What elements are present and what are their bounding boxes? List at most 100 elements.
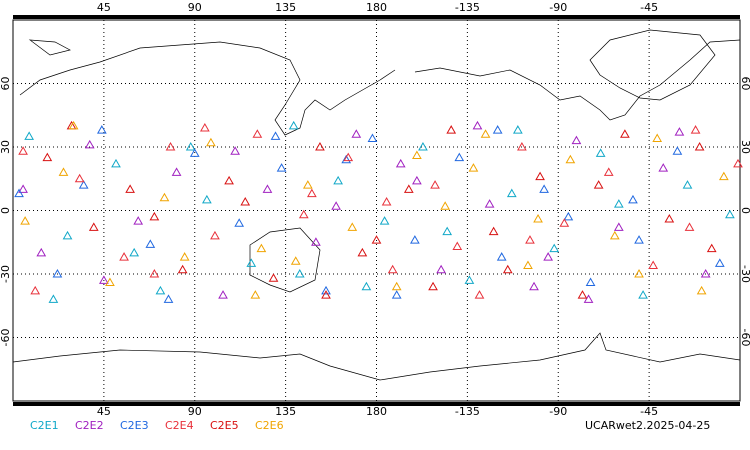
footer: UCARwet2.2025-04-25 <box>585 419 710 432</box>
point <box>674 127 685 136</box>
point <box>529 281 539 291</box>
point <box>628 194 638 204</box>
point <box>418 141 428 151</box>
coastline <box>12 332 741 381</box>
y-tick-label: 60 <box>0 77 12 91</box>
point <box>189 148 200 157</box>
point <box>658 163 669 172</box>
point <box>620 129 630 138</box>
point <box>311 237 321 246</box>
point <box>379 216 390 225</box>
point <box>129 247 140 257</box>
point <box>535 171 545 181</box>
point <box>42 152 53 162</box>
point <box>613 222 624 231</box>
point <box>171 167 182 176</box>
point <box>512 125 523 134</box>
point <box>294 268 305 278</box>
coastline <box>19 41 396 136</box>
point <box>99 275 109 284</box>
y-tick-label: -60 <box>0 329 12 347</box>
legend-entry: C2E4 <box>165 419 194 432</box>
point <box>430 180 440 189</box>
point <box>436 264 446 274</box>
point <box>391 281 402 291</box>
point <box>484 199 495 208</box>
y-tick-label: -60 <box>739 329 750 347</box>
map-frame <box>12 19 741 402</box>
point <box>177 264 188 274</box>
point <box>351 129 362 138</box>
point <box>638 290 648 299</box>
x-tick-label: -90 <box>549 1 567 14</box>
point <box>343 152 354 162</box>
point <box>250 290 261 299</box>
point <box>714 258 725 267</box>
point <box>682 180 693 189</box>
point <box>474 290 485 299</box>
point <box>464 275 475 284</box>
point <box>412 175 422 185</box>
point <box>672 146 683 155</box>
point <box>452 241 463 250</box>
point <box>725 209 735 219</box>
point <box>577 290 588 299</box>
point <box>506 188 517 198</box>
point <box>262 184 273 193</box>
point <box>428 281 438 291</box>
point <box>321 290 331 299</box>
point <box>18 184 28 193</box>
point <box>62 230 73 240</box>
x-tick-label: 135 <box>275 1 296 14</box>
x-tick-label: 90 <box>188 405 202 418</box>
y-tick-label: 0 <box>0 207 12 214</box>
point <box>539 184 549 193</box>
point <box>331 201 341 210</box>
point <box>718 171 729 181</box>
y-tick-label: 30 <box>739 140 750 154</box>
point <box>387 264 398 274</box>
point <box>480 129 491 138</box>
y-tick-label: -30 <box>739 265 750 283</box>
point <box>472 120 483 130</box>
point <box>446 125 457 134</box>
point <box>206 137 216 147</box>
point <box>52 268 63 278</box>
point <box>145 239 156 248</box>
coastline <box>28 39 71 56</box>
x-tick-label: 45 <box>97 405 111 418</box>
point <box>634 235 644 244</box>
bottom-bar <box>13 402 740 406</box>
point <box>290 256 301 265</box>
x-tick-label: 135 <box>275 405 296 418</box>
point <box>609 230 620 240</box>
point <box>58 167 69 176</box>
point <box>440 201 451 210</box>
point <box>315 141 325 151</box>
point <box>593 180 604 189</box>
point <box>563 211 574 221</box>
point <box>88 222 99 231</box>
point <box>733 158 743 168</box>
point <box>307 188 317 198</box>
point <box>84 139 95 149</box>
point <box>119 252 129 261</box>
legend-entry: C2E1 <box>30 419 59 432</box>
point <box>179 252 190 261</box>
point <box>20 216 30 225</box>
point <box>133 216 144 225</box>
point <box>367 133 378 143</box>
point <box>585 277 596 286</box>
point <box>256 243 267 253</box>
point <box>165 141 176 151</box>
point <box>543 252 554 261</box>
point <box>533 213 543 223</box>
point <box>652 133 663 143</box>
x-tick-label: 90 <box>188 1 202 14</box>
coastline <box>249 227 321 293</box>
point <box>210 230 220 240</box>
y-tick-label: -30 <box>0 265 12 283</box>
point <box>159 192 170 202</box>
point <box>155 285 166 295</box>
point <box>523 260 533 270</box>
